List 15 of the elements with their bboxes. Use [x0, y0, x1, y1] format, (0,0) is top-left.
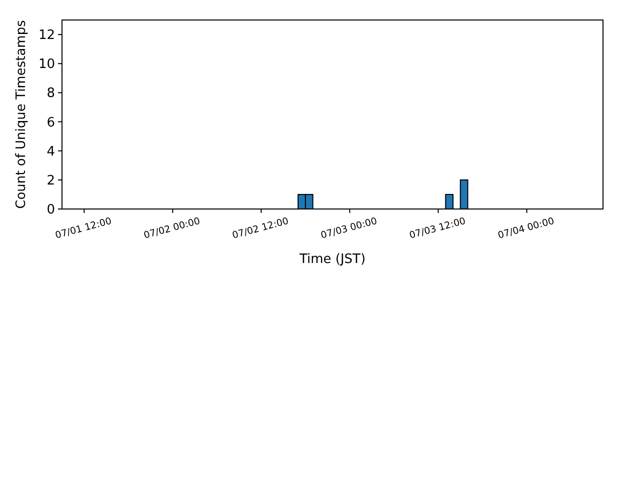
x-tick-label: 07/02 12:00: [231, 216, 290, 242]
x-tick-label: 07/03 12:00: [408, 216, 467, 242]
y-tick-label: 12: [38, 28, 55, 44]
y-tick-label: 10: [38, 57, 55, 72]
y-tick-label: 2: [46, 173, 55, 188]
y-tick-label: 0: [46, 202, 55, 218]
x-tick-label: 07/04 00:00: [496, 216, 556, 242]
x-axis-title: Time (JST): [298, 252, 366, 267]
y-tick-label: 4: [46, 144, 55, 160]
x-tick-label: 07/03 00:00: [320, 216, 378, 242]
y-tick-label: 6: [46, 115, 55, 130]
x-tick-label: 07/01 12:00: [54, 216, 113, 242]
y-tick-label: 8: [46, 86, 55, 102]
x-tick-label: 07/02 00:00: [142, 216, 202, 242]
y-axis-title: Count of Unique Timestamps: [14, 20, 29, 209]
